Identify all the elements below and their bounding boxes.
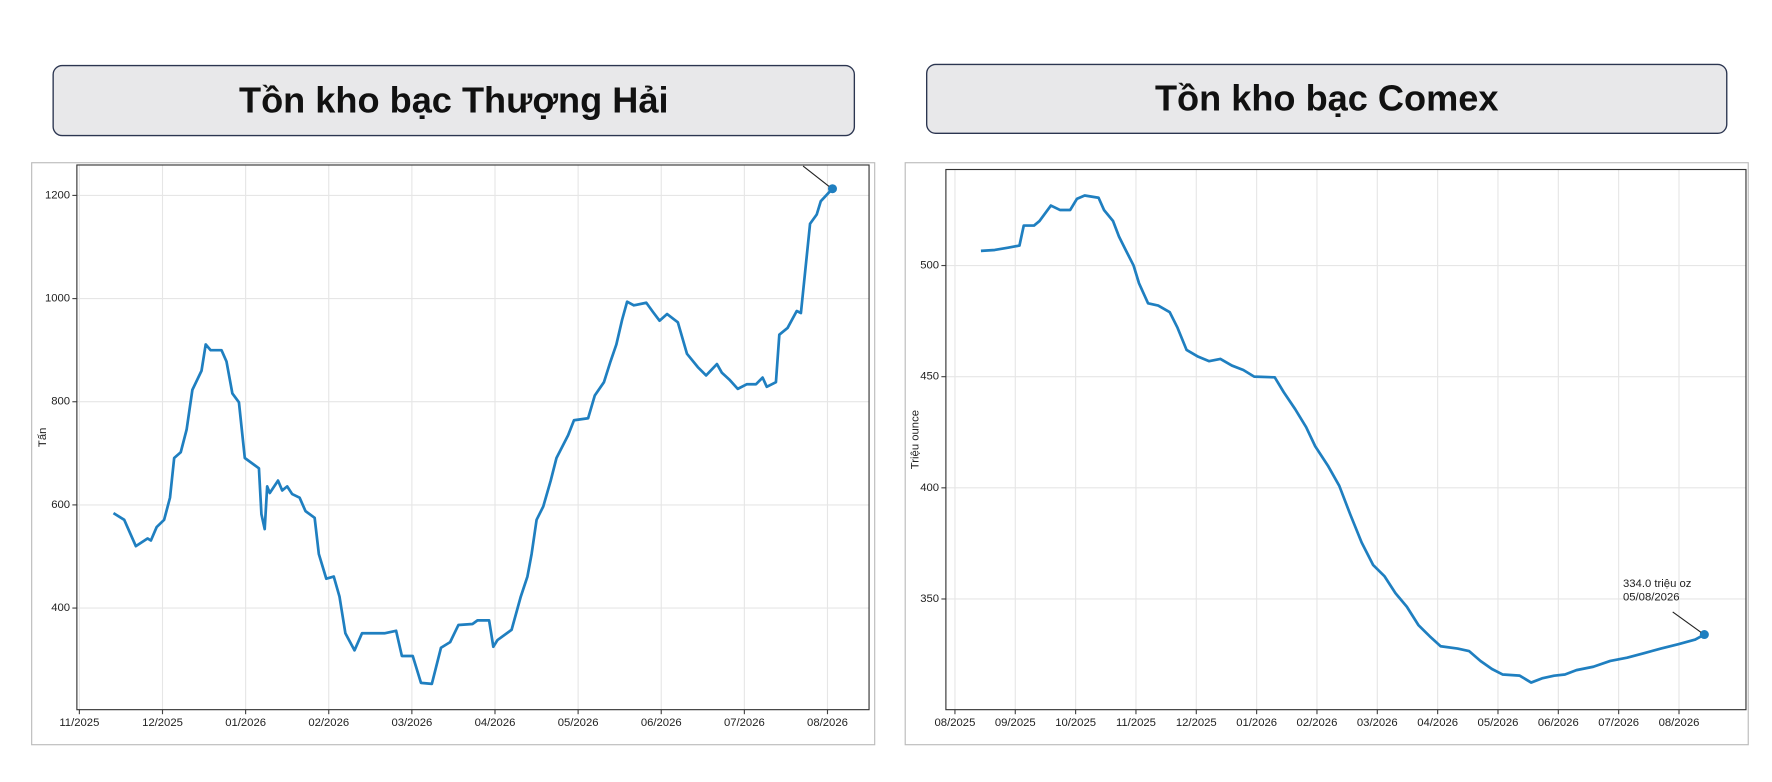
end-point	[1699, 630, 1709, 640]
x-tick-label: 12/2025	[1176, 717, 1217, 729]
x-tick-label: 09/2025	[995, 717, 1036, 729]
x-tick-label: 01/2026	[225, 717, 266, 729]
end-point	[827, 184, 837, 194]
y-axis-label: Triệu ounce	[909, 410, 921, 469]
y-tick-label: 1200	[45, 189, 70, 201]
data-line	[112, 187, 834, 686]
chart-frame	[904, 162, 1749, 746]
x-tick-label: 05/2026	[558, 717, 599, 729]
y-tick-label: 800	[51, 396, 70, 408]
data-line	[980, 194, 1706, 684]
chart-title: Tồn kho bạc Comex	[1155, 78, 1499, 119]
plot-area	[76, 164, 870, 711]
x-tick-label: 03/2026	[391, 717, 432, 729]
annotation: 334.0 triệu oz	[1623, 578, 1692, 590]
x-tick-label: 12/2025	[142, 717, 183, 729]
annotation-arrow	[1672, 611, 1702, 633]
x-tick-label: 02/2026	[1297, 717, 1338, 729]
x-tick-label: 11/2025	[1116, 717, 1156, 729]
title-box	[926, 63, 1728, 135]
y-tick-label: 450	[920, 371, 939, 383]
x-tick-label: 07/2026	[724, 717, 765, 729]
y-tick-label: 400	[920, 482, 939, 494]
x-tick-label: 05/2026	[1478, 717, 1519, 729]
x-tick-label: 02/2026	[308, 717, 349, 729]
y-tick-label: 350	[920, 593, 939, 605]
y-tick-label: 600	[51, 499, 70, 511]
x-tick-label: 08/2026	[1659, 717, 1700, 729]
title-box	[52, 64, 856, 137]
annotation-arrow	[802, 165, 830, 187]
x-tick-label: 06/2026	[641, 717, 682, 729]
x-tick-label: 08/2025	[935, 717, 976, 729]
annotation: 05/08/2026	[1623, 592, 1680, 604]
x-tick-label: 08/2026	[807, 717, 848, 729]
x-tick-label: 04/2026	[1417, 717, 1458, 729]
x-tick-label: 01/2026	[1236, 717, 1277, 729]
x-tick-label: 11/2025	[59, 717, 99, 729]
x-tick-label: 03/2026	[1357, 717, 1398, 729]
y-tick-label: 400	[51, 602, 70, 614]
x-tick-label: 10/2025	[1055, 717, 1096, 729]
chart-title: Tồn kho bạc Thượng Hải	[239, 79, 669, 120]
y-tick-label: 1000	[45, 293, 70, 305]
x-tick-label: 07/2026	[1598, 717, 1639, 729]
chart-frame	[31, 162, 876, 746]
x-tick-label: 04/2026	[475, 717, 516, 729]
x-tick-label: 06/2026	[1538, 717, 1579, 729]
y-tick-label: 500	[920, 260, 939, 272]
y-axis-label: Tấn	[37, 428, 49, 447]
plot-area	[945, 168, 1747, 711]
